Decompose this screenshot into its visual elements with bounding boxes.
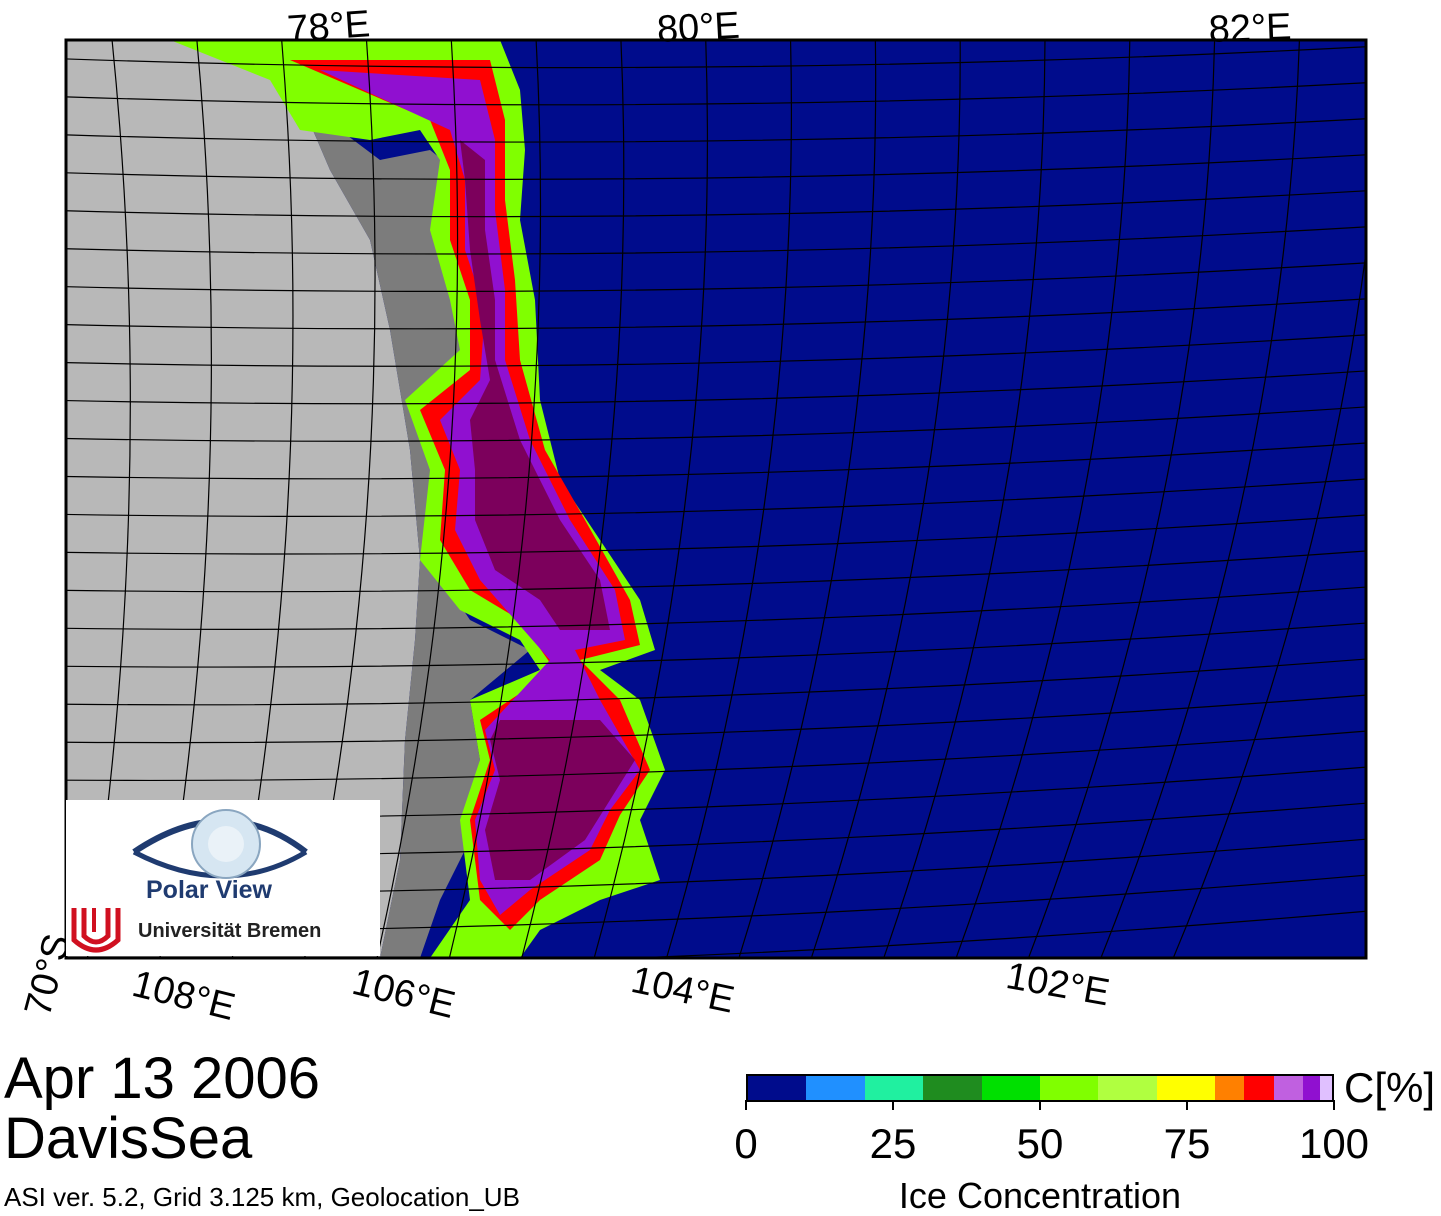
parallel-line [619,910,1366,958]
meridian-line [448,40,542,958]
parallel-line [66,406,1366,442]
parallel-line [66,550,1366,593]
university-seal-icon [70,904,122,956]
meridian-line [593,40,709,958]
colorbar-tick [745,1100,747,1110]
parallel-line [66,586,1366,630]
ice-shelf-area [300,100,530,958]
parallel-line [66,226,1366,255]
meridian-line [955,40,1131,958]
label-78e: 78°E [285,3,372,51]
colorbar-tick-label: 25 [869,1120,917,1167]
parallel-line [66,46,1366,69]
parallel-line [66,730,1366,782]
ice-band-max [460,140,635,880]
colorbar-segment [1098,1076,1157,1100]
map-frame [64,38,1368,960]
colorbar-tick-label: 100 [1298,1120,1370,1167]
meridian-line [1172,247,1366,958]
colorbar-segment [981,1076,1040,1100]
parallel-line [66,334,1366,367]
meridian-line [738,40,877,958]
map-date: Apr 13 2006 [4,1046,321,1111]
parallel-line [66,478,1366,517]
polar-view-logo: Polar View Universität Bremen [66,800,380,956]
colorbar-segment [923,1076,982,1100]
label-80e: 80°E [655,4,741,51]
colorbar-tick-label: 0 [734,1120,758,1167]
logo-name: Polar View [146,876,272,904]
colorbar-segment [1320,1076,1332,1100]
meridian-line [1100,40,1300,958]
meridian-line [521,40,625,958]
meridian-line [810,40,961,958]
label-82e: 82°E [1207,6,1293,51]
colorbar-tick [1039,1100,1041,1110]
parallel-line [66,262,1366,292]
colorbar-tick-label: 75 [1163,1120,1211,1167]
colorbar-segment [864,1076,924,1100]
meridian-line [12,20,50,980]
colorbar-segment [748,1076,807,1100]
parallel-line [66,370,1366,405]
eye-icon [70,809,308,956]
map-region: DavisSea [4,1106,253,1171]
parallel-line [66,658,1366,706]
colorbar-tick [1333,1100,1335,1110]
parallel-line [66,190,1366,218]
land-area [66,40,420,958]
colorbar-segment [1039,1076,1099,1100]
colorbar-unit: C[%] [1344,1064,1436,1111]
colorbar-segment [1156,1076,1216,1100]
colorbar-tick-label: 50 [1016,1120,1064,1167]
parallel-line [66,694,1366,744]
logo-institution: Universität Bremen [138,920,322,942]
parallel-line [66,514,1366,555]
algorithm-info: ASI ver. 5.2, Grid 3.125 km, Geolocation… [4,1182,520,1212]
meridian-line [376,40,459,958]
parallel-line [66,154,1366,180]
colorbar-tick [892,1100,894,1110]
colorbar-segment [806,1076,865,1100]
colorbar-segment [1215,1076,1245,1100]
parallel-line [66,82,1366,106]
parallel-line [66,622,1366,668]
meridian-line [665,40,793,958]
colorbar [746,1074,1334,1102]
colorbar-segment [1273,1076,1303,1100]
parallel-line [66,298,1366,330]
colorbar-tick [1186,1100,1188,1110]
colorbar-segment [1302,1076,1321,1100]
parallel-line [66,118,1366,143]
meridian-line [1027,40,1216,958]
colorbar-title: Ice Concentration [898,1175,1182,1216]
colorbar-segment [1244,1076,1274,1100]
parallel-line [66,442,1366,480]
